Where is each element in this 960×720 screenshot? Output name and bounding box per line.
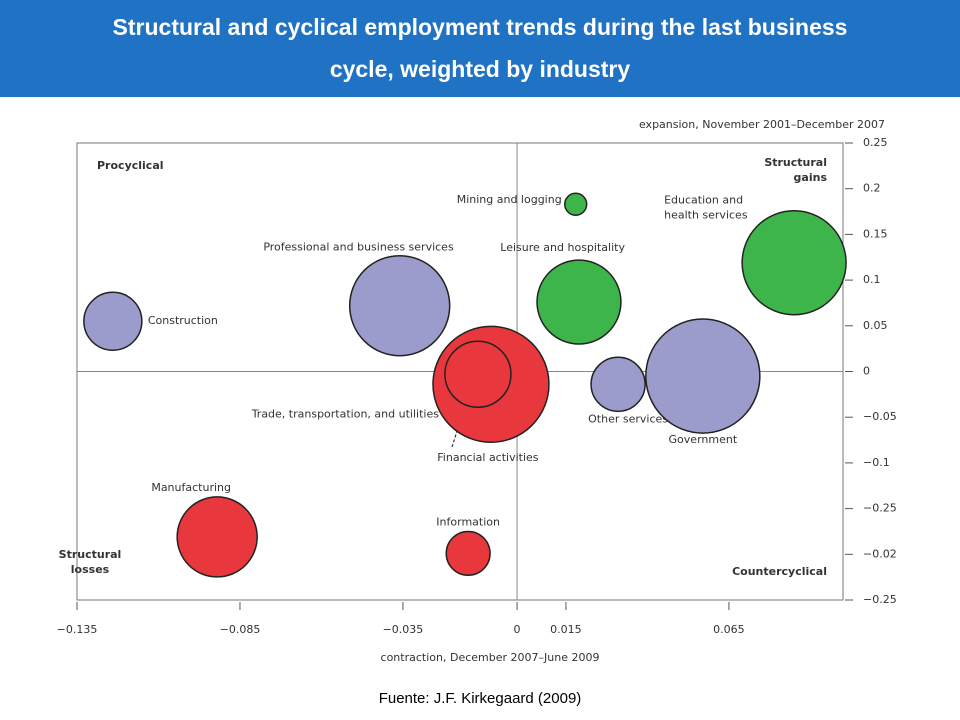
bubble [445, 530, 491, 577]
bubble [590, 356, 646, 413]
y-tick-label: −0.02 [863, 547, 897, 560]
x-tick-label: −0.035 [383, 623, 424, 636]
bubble-label: Construction [148, 314, 218, 327]
quadrant-label-line: Structural [764, 156, 827, 169]
bubble-label: Manufacturing [151, 481, 231, 494]
x-tick-label: 0.065 [713, 623, 745, 636]
y-tick-label: 0.1 [863, 273, 881, 286]
bubble [348, 254, 451, 357]
bubble-label: Education and health services [664, 194, 748, 222]
y-tick-label: 0 [863, 365, 870, 378]
quadrant-label-line: Procyclical [97, 159, 164, 172]
bubble-label: Financial activities [437, 451, 539, 464]
x-axis-label: contraction, December 2007–June 2009 [381, 651, 600, 664]
quadrant-label: Structural losses [59, 548, 122, 576]
bubble-label-line: Professional and business services [263, 241, 454, 254]
y-tick-label: −0.1 [863, 456, 890, 469]
bubble-label-line: Government [669, 433, 738, 446]
bubble [536, 259, 622, 345]
bubble-label-line: Other services [588, 412, 668, 425]
bubble-label-line: Education and [664, 194, 743, 207]
quadrant-label: Procyclical [97, 159, 164, 172]
x-tick-label: −0.135 [57, 623, 98, 636]
bubble-label: Other services [588, 412, 668, 425]
bubble-label: Government [669, 433, 738, 446]
bubble [444, 340, 512, 409]
quadrant-label-line: losses [71, 563, 110, 576]
y-axis-label: expansion, November 2001–December 2007 [639, 118, 885, 131]
bubble [432, 325, 550, 444]
bubble-label-line: Trade, transportation, and utilities [251, 407, 440, 420]
source: Fuente: J.F. Kirkegaard (2009) [378, 690, 582, 707]
title-line: cycle, weighted by industry [329, 56, 631, 82]
y-tick-label: 0.25 [863, 136, 888, 149]
quadrant-label: Structural gains [764, 156, 827, 184]
bubble-label-line: Construction [148, 314, 218, 327]
bubble-label-line: health services [664, 209, 748, 222]
bubble [645, 318, 761, 434]
y-tick-label: −0.05 [863, 410, 897, 423]
bubble-label-line: Manufacturing [151, 481, 231, 494]
quadrant-label-line: Structural [59, 548, 122, 561]
bubble-label-line: Mining and logging [457, 193, 562, 206]
bubble-label: Mining and logging [457, 193, 562, 206]
quadrant-label-line: Countercyclical [732, 565, 827, 578]
x-tick-label: 0 [514, 623, 521, 636]
y-tick-label: −0.25 [863, 593, 897, 606]
bubble [176, 496, 258, 578]
bubble [83, 291, 143, 351]
x-tick-label: 0.015 [550, 623, 582, 636]
title-line: Structural and cyclical employment trend… [112, 14, 848, 40]
bubble [741, 210, 847, 316]
quadrant-label: Countercyclical [732, 565, 827, 578]
bubble-label-line: Financial activities [437, 451, 539, 464]
y-tick-label: −0.25 [863, 502, 897, 515]
bubble-label-line: Information [436, 515, 500, 528]
bubble-label-line: Leisure and hospitality [500, 241, 625, 254]
y-tick-label: 0.05 [863, 319, 888, 332]
bubble [564, 192, 588, 216]
bubble-label: Information [436, 515, 500, 528]
x-tick-label: −0.085 [220, 623, 261, 636]
y-tick-label: 0.2 [863, 182, 881, 195]
bubble-label: Trade, transportation, and utilities [251, 407, 440, 420]
y-tick-label: 0.15 [863, 227, 888, 240]
bubble-label: Leisure and hospitality [500, 241, 625, 254]
quadrant-label-line: gains [794, 171, 828, 184]
bubble-label: Professional and business services [263, 241, 454, 254]
header: Structural and cyclical employment trend… [0, 0, 960, 97]
chart: expansion, November 2001–December 2007 co… [57, 118, 897, 664]
